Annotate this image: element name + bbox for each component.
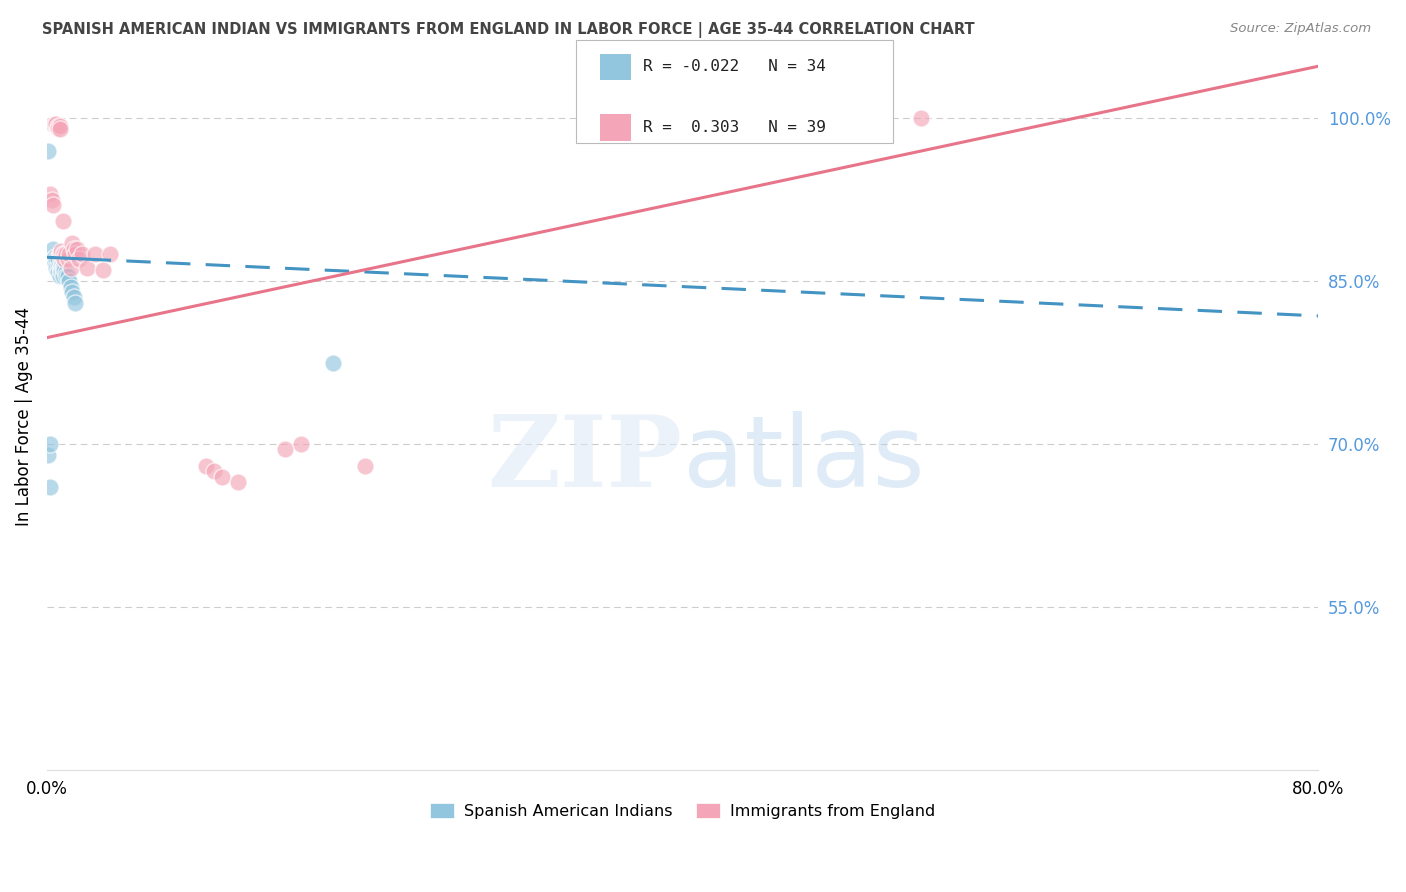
Point — [63, 290, 86, 304]
Point — [51, 263, 73, 277]
Point — [65, 247, 87, 261]
Point — [76, 261, 98, 276]
Point — [44, 117, 66, 131]
Point — [53, 258, 76, 272]
Point — [63, 242, 86, 256]
Point — [202, 464, 225, 478]
Point — [52, 247, 75, 261]
Point — [42, 252, 65, 267]
Point — [70, 247, 93, 261]
Point — [51, 260, 73, 274]
Point — [39, 187, 62, 202]
Point — [53, 247, 76, 261]
Point — [42, 198, 65, 212]
Legend: Spanish American Indians, Immigrants from England: Spanish American Indians, Immigrants fro… — [423, 797, 942, 825]
Point — [55, 247, 77, 261]
Point — [56, 268, 79, 283]
Point — [51, 244, 73, 258]
Text: atlas: atlas — [682, 410, 924, 508]
Point — [48, 119, 70, 133]
Text: R = -0.022   N = 34: R = -0.022 N = 34 — [643, 60, 825, 74]
Point — [56, 252, 79, 267]
Point — [52, 261, 75, 276]
Point — [44, 254, 66, 268]
Point — [52, 268, 75, 283]
Point — [48, 122, 70, 136]
Point — [52, 214, 75, 228]
Point — [274, 442, 297, 457]
Point — [39, 437, 62, 451]
Point — [48, 268, 70, 283]
Point — [60, 236, 83, 251]
Point — [60, 285, 83, 299]
Point — [59, 279, 82, 293]
Point — [46, 121, 69, 136]
Point — [51, 265, 73, 279]
Point — [66, 242, 89, 256]
Text: ZIP: ZIP — [488, 410, 682, 508]
Point — [37, 144, 59, 158]
Point — [211, 469, 233, 483]
Point — [52, 265, 75, 279]
Point — [42, 117, 65, 131]
Point — [58, 274, 80, 288]
Point — [53, 252, 76, 267]
Point — [59, 261, 82, 276]
Point — [45, 261, 67, 276]
Text: Source: ZipAtlas.com: Source: ZipAtlas.com — [1230, 22, 1371, 36]
Point — [91, 263, 114, 277]
Point — [46, 252, 69, 267]
Point — [53, 263, 76, 277]
Point — [290, 437, 312, 451]
Point — [353, 458, 375, 473]
Text: SPANISH AMERICAN INDIAN VS IMMIGRANTS FROM ENGLAND IN LABOR FORCE | AGE 35-44 CO: SPANISH AMERICAN INDIAN VS IMMIGRANTS FR… — [42, 22, 974, 38]
Point — [83, 247, 105, 261]
Point — [48, 261, 70, 276]
Point — [45, 252, 67, 267]
Point — [226, 475, 249, 489]
Point — [194, 458, 217, 473]
Point — [45, 117, 67, 131]
Point — [48, 247, 70, 261]
Point — [100, 247, 122, 261]
Y-axis label: In Labor Force | Age 35-44: In Labor Force | Age 35-44 — [15, 307, 32, 526]
Point — [39, 480, 62, 494]
Point — [65, 296, 87, 310]
Point — [55, 265, 77, 279]
Point — [48, 247, 70, 261]
Point — [44, 250, 66, 264]
Point — [55, 268, 77, 283]
Text: R =  0.303   N = 39: R = 0.303 N = 39 — [643, 120, 825, 135]
Point — [322, 355, 344, 369]
Point — [51, 252, 73, 267]
Point — [58, 247, 80, 261]
Point — [46, 265, 69, 279]
Point — [67, 252, 90, 267]
Point — [37, 448, 59, 462]
Point — [42, 242, 65, 256]
Point — [46, 261, 69, 276]
Point — [46, 119, 69, 133]
Point — [910, 112, 932, 126]
Point — [51, 247, 73, 261]
Point — [41, 193, 63, 207]
